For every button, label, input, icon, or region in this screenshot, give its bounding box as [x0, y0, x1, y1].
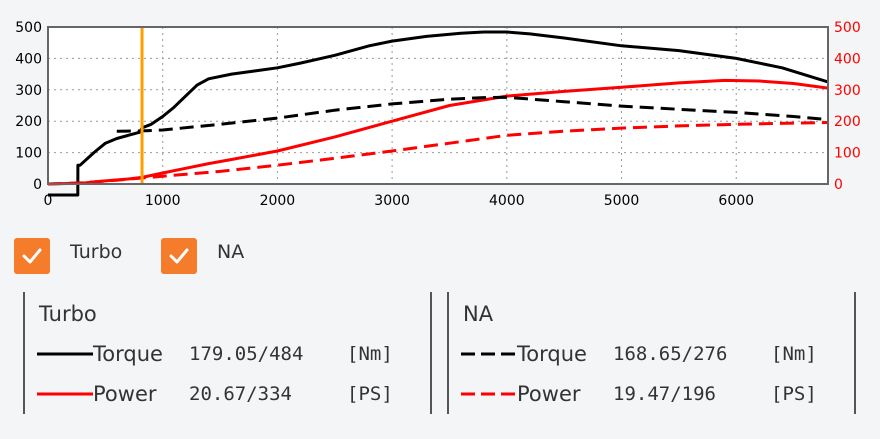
checkbox-turbo[interactable]: Turbo [14, 237, 122, 275]
na-power-row: Power 19.47/196 [PS] [461, 379, 817, 409]
chart-series [48, 30, 828, 197]
x-tick-label: 1000 [145, 193, 181, 209]
na-torque-row: Torque 168.65/276 [Nm] [461, 339, 817, 369]
row-value: 179.05/484 [189, 343, 304, 365]
checkbox-na-box[interactable] [161, 238, 197, 274]
series-line [48, 121, 828, 186]
y-right-tick-label: 100 [834, 146, 861, 162]
dashed-black-line-swatch [461, 352, 517, 356]
x-tick-label: 6000 [718, 193, 754, 209]
dyno-chart[interactable]: 0 1000 2000 3000 4000 5000 6000 01002003004005… [0, 0, 880, 215]
y-axis-left-ticks: 0 100 200 300 400 500 [15, 20, 42, 193]
y-left-tick-label: 500 [15, 20, 42, 36]
x-tick-label: 3000 [374, 193, 410, 209]
row-unit: [PS] [347, 383, 393, 405]
y-left-tick-label: 0 [33, 177, 42, 193]
y-right-tick-label: 200 [834, 114, 861, 130]
series-line [116, 95, 828, 133]
y-right-tick-label: 500 [834, 20, 861, 36]
y-right-tick-label: 0 [834, 177, 843, 193]
panel-title: Turbo [39, 302, 97, 326]
y-left-tick-label: 300 [15, 83, 42, 99]
check-icon [22, 248, 42, 264]
x-tick-label: 2000 [260, 193, 296, 209]
solid-red-line-swatch [37, 392, 93, 396]
y-right-tick-label: 300 [834, 83, 861, 99]
check-icon [169, 248, 189, 264]
y-right-tick-label: 400 [834, 51, 861, 67]
solid-black-line-swatch [37, 352, 93, 356]
row-unit: [Nm] [771, 343, 817, 365]
row-name: Power [517, 382, 581, 406]
x-tick-label: 0 [44, 193, 53, 209]
x-axis-ticks: 0 1000 2000 3000 4000 5000 6000 [44, 193, 755, 209]
row-value: 19.47/196 [613, 383, 716, 405]
checkbox-turbo-label: Turbo [70, 241, 123, 263]
row-name: Torque [517, 342, 587, 366]
turbo-readout-panel: Turbo Torque 179.05/484 [Nm] Power 20.67… [23, 292, 432, 414]
x-tick-label: 5000 [604, 193, 640, 209]
y-left-tick-label: 400 [15, 51, 42, 67]
checkbox-turbo-box[interactable] [14, 238, 50, 274]
y-left-tick-label: 200 [15, 114, 42, 130]
turbo-power-row: Power 20.67/334 [PS] [37, 379, 393, 409]
row-name: Torque [93, 342, 163, 366]
y-left-tick-label: 100 [15, 146, 42, 162]
plot-area[interactable] [48, 27, 828, 184]
row-value: 168.65/276 [613, 343, 728, 365]
row-unit: [PS] [771, 383, 817, 405]
row-value: 20.67/334 [189, 383, 292, 405]
series-line [48, 30, 828, 197]
row-unit: [Nm] [347, 343, 393, 365]
checkbox-na-label: NA [217, 241, 245, 263]
row-name: Power [93, 382, 157, 406]
y-axis-right-ticks: 0 100 200 300 400 500 [834, 20, 861, 193]
na-readout-panel: NA Torque 168.65/276 [Nm] Power 19.47/19… [447, 292, 856, 414]
dashed-red-line-swatch [461, 392, 517, 396]
checkbox-na[interactable]: NA [161, 237, 244, 275]
panel-title: NA [463, 302, 494, 326]
turbo-torque-row: Torque 179.05/484 [Nm] [37, 339, 393, 369]
plot-frame [47, 26, 829, 185]
x-tick-label: 4000 [489, 193, 525, 209]
